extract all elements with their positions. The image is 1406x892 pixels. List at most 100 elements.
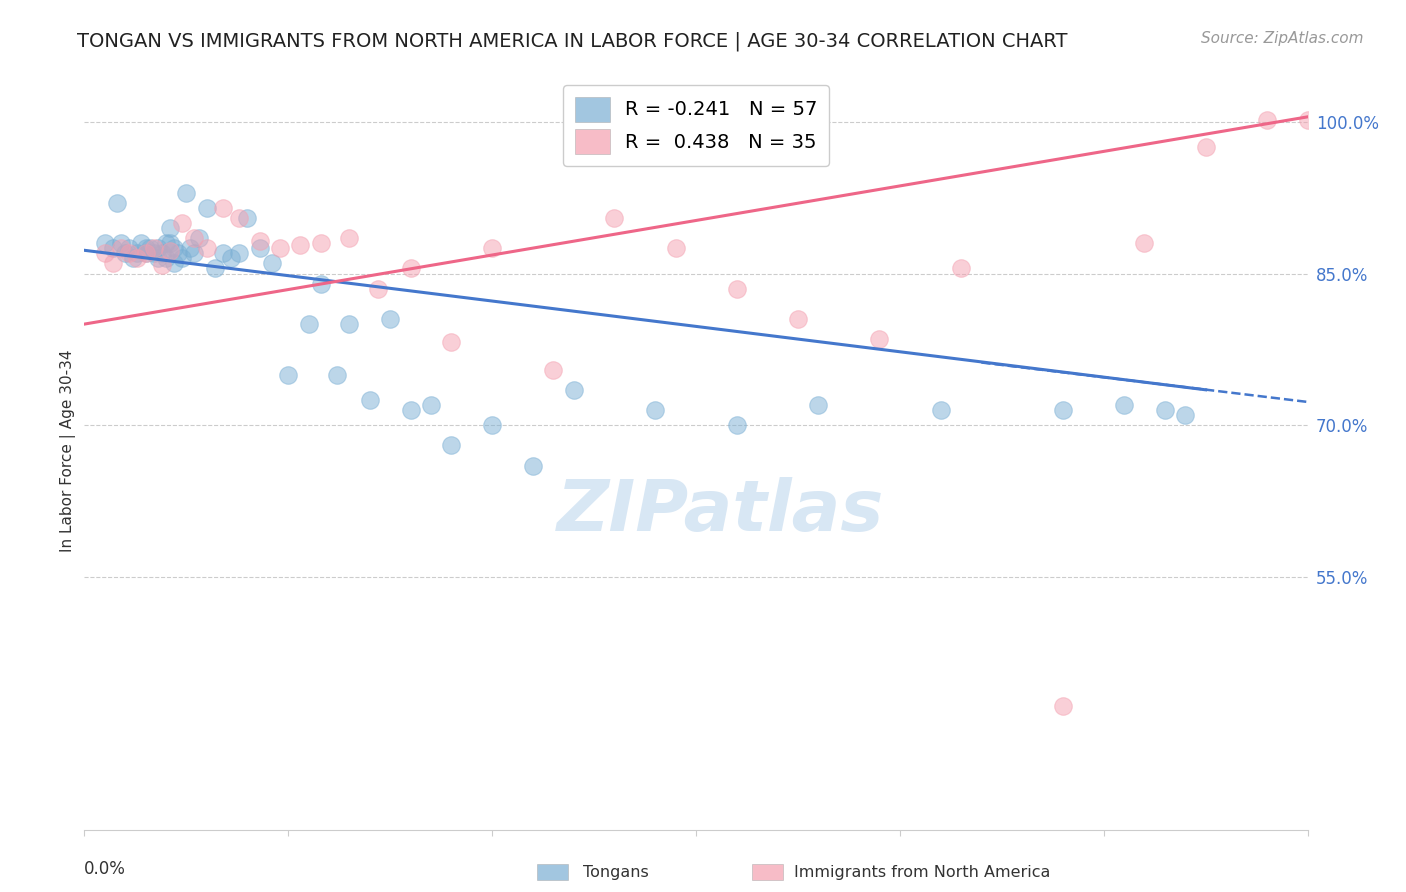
Text: TONGAN VS IMMIGRANTS FROM NORTH AMERICA IN LABOR FORCE | AGE 30-34 CORRELATION C: TONGAN VS IMMIGRANTS FROM NORTH AMERICA …: [77, 31, 1067, 51]
Text: Immigrants from North America: Immigrants from North America: [794, 865, 1050, 880]
Point: [420, 398, 443, 412]
Point: [146, 252, 169, 266]
Point: [118, 241, 141, 255]
Point: [603, 211, 626, 225]
Point: [725, 282, 748, 296]
Point: [339, 317, 361, 331]
Point: [309, 277, 332, 291]
Point: [93, 236, 115, 251]
Point: [183, 246, 205, 260]
Point: [399, 261, 422, 276]
Point: [135, 246, 157, 260]
Point: [929, 403, 952, 417]
Point: [807, 398, 830, 412]
Point: [562, 383, 585, 397]
Point: [298, 317, 321, 331]
Point: [159, 221, 181, 235]
Point: [1052, 403, 1074, 417]
Point: [195, 241, 218, 255]
Point: [163, 256, 186, 270]
Point: [155, 252, 177, 266]
Point: [1174, 408, 1197, 422]
Point: [249, 234, 271, 248]
Point: [481, 418, 503, 433]
Point: [135, 246, 157, 260]
Point: [150, 246, 173, 260]
Point: [212, 201, 235, 215]
Point: [101, 241, 124, 255]
Point: [277, 368, 299, 382]
Point: [269, 241, 291, 255]
Point: [127, 252, 149, 266]
Point: [543, 362, 565, 376]
Point: [367, 282, 389, 296]
Point: [110, 241, 132, 255]
Point: [172, 216, 194, 230]
Point: [644, 403, 666, 417]
Text: ZIPatlas: ZIPatlas: [557, 476, 884, 546]
Point: [159, 236, 181, 251]
Point: [142, 241, 165, 255]
Point: [359, 392, 381, 407]
Text: Tongans: Tongans: [583, 865, 650, 880]
Point: [228, 211, 250, 225]
Point: [195, 201, 218, 215]
Point: [665, 241, 688, 255]
Point: [1296, 112, 1319, 127]
Point: [290, 238, 312, 252]
Point: [101, 256, 124, 270]
Point: [260, 256, 283, 270]
Point: [1256, 112, 1278, 127]
Point: [183, 231, 205, 245]
Text: Source: ZipAtlas.com: Source: ZipAtlas.com: [1201, 31, 1364, 46]
Point: [725, 418, 748, 433]
Point: [236, 211, 259, 225]
Point: [1195, 140, 1218, 154]
Point: [1114, 398, 1136, 412]
Point: [135, 241, 157, 255]
Point: [179, 241, 201, 255]
Point: [339, 231, 361, 245]
Point: [93, 246, 115, 260]
Legend: R = -0.241   N = 57, R =  0.438   N = 35: R = -0.241 N = 57, R = 0.438 N = 35: [562, 85, 830, 166]
Point: [440, 335, 463, 350]
Point: [204, 261, 226, 276]
Point: [142, 246, 165, 260]
Point: [1154, 403, 1177, 417]
Point: [150, 259, 173, 273]
Point: [114, 246, 136, 260]
Point: [399, 403, 422, 417]
Point: [219, 252, 242, 266]
Point: [228, 246, 250, 260]
Point: [131, 236, 153, 251]
Point: [122, 252, 145, 266]
Point: [118, 246, 141, 260]
Point: [787, 312, 810, 326]
Point: [1052, 699, 1074, 714]
Point: [187, 231, 209, 245]
Point: [167, 246, 190, 260]
Point: [869, 332, 891, 346]
Point: [309, 236, 332, 251]
Text: 0.0%: 0.0%: [84, 860, 127, 878]
Point: [155, 236, 177, 251]
Point: [172, 252, 194, 266]
Point: [138, 241, 160, 255]
Point: [146, 241, 169, 255]
Point: [522, 458, 544, 473]
Point: [481, 241, 503, 255]
Point: [110, 236, 132, 251]
Point: [440, 438, 463, 452]
Point: [159, 244, 181, 259]
Point: [249, 241, 271, 255]
Point: [1133, 236, 1156, 251]
Point: [950, 261, 973, 276]
Point: [105, 195, 128, 210]
Point: [380, 312, 402, 326]
Point: [163, 241, 186, 255]
Point: [174, 186, 197, 200]
Y-axis label: In Labor Force | Age 30-34: In Labor Force | Age 30-34: [60, 349, 76, 552]
Point: [326, 368, 349, 382]
Point: [127, 246, 149, 260]
Point: [212, 246, 235, 260]
